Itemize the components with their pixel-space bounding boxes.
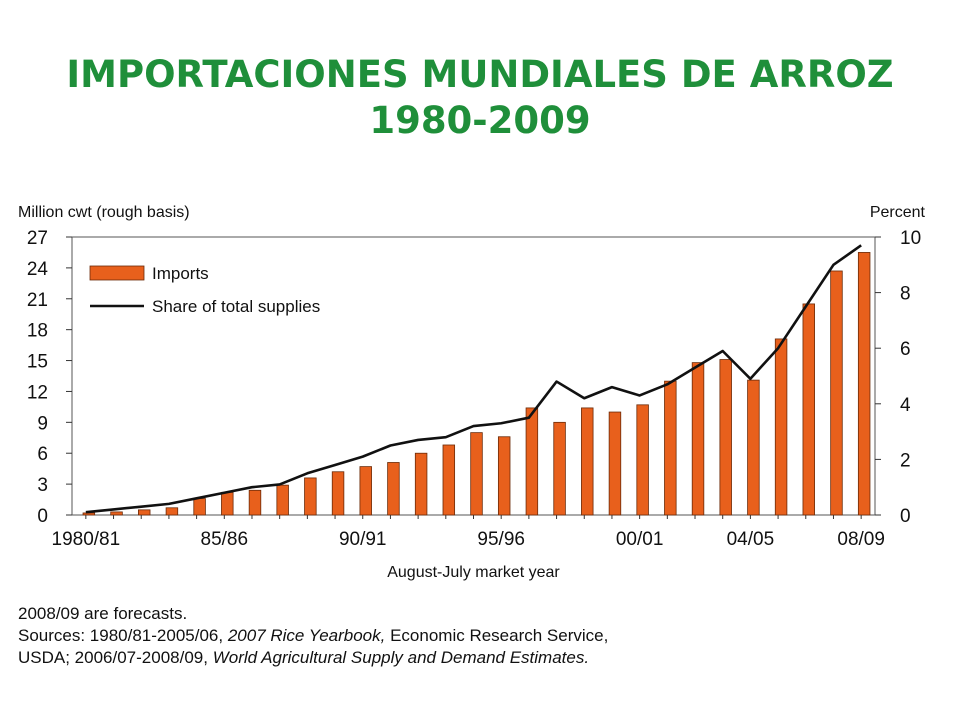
chart-notes: 2008/09 are forecasts. Sources: 1980/81-…	[18, 603, 938, 669]
import-bar	[331, 471, 345, 516]
import-bar	[857, 252, 871, 516]
import-bar	[276, 484, 289, 516]
import-bar	[221, 491, 234, 516]
left-tick-label: 27	[27, 228, 48, 249]
import-bar	[802, 303, 815, 516]
import-bar	[165, 507, 179, 516]
x-tick-label: 90/91	[339, 529, 387, 550]
x-axis-title: August-July market year	[387, 564, 560, 581]
import-bar	[387, 462, 400, 516]
import-bar	[664, 380, 677, 516]
import-bar	[581, 407, 594, 516]
left-tick-label: 24	[27, 259, 49, 280]
import-bar	[442, 444, 456, 516]
sources-usda: USDA; 2006/07-2008/09,	[18, 648, 213, 667]
import-bar	[304, 477, 317, 516]
left-tick-label: 18	[27, 321, 48, 342]
right-tick-label: 2	[900, 450, 911, 471]
left-tick-label: 15	[27, 352, 48, 373]
import-bar	[414, 452, 428, 516]
forecast-note: 2008/09 are forecasts.	[18, 604, 188, 623]
import-bar	[830, 270, 843, 516]
right-tick-label: 10	[900, 228, 921, 249]
sources-line-1: Sources: 1980/81-2005/06, 2007 Rice Year…	[18, 625, 938, 647]
import-bar	[110, 511, 123, 516]
left-tick-label: 9	[37, 413, 48, 434]
import-bar	[248, 489, 262, 516]
left-tick-label: 21	[27, 290, 48, 311]
right-tick-label: 4	[900, 395, 911, 416]
import-bar	[193, 498, 206, 516]
left-axis-title: Million cwt (rough basis)	[18, 204, 190, 221]
right-tick-label: 8	[900, 284, 911, 305]
x-tick-label: 08/09	[837, 529, 885, 550]
import-bar	[636, 404, 649, 516]
x-tick-label: 85/86	[201, 529, 249, 550]
import-bar	[553, 421, 566, 516]
left-tick-label: 0	[37, 506, 48, 527]
legend-imports-swatch	[89, 265, 145, 281]
import-bar	[497, 436, 511, 516]
import-bar	[608, 411, 622, 516]
right-tick-label: 6	[900, 339, 911, 360]
sources-ers: Economic Research Service,	[385, 626, 609, 645]
import-bar	[138, 509, 151, 516]
import-bar	[470, 432, 483, 516]
sources-yearbook: 2007 Rice Yearbook,	[227, 626, 386, 645]
import-bar	[359, 466, 372, 516]
left-tick-label: 6	[37, 444, 48, 465]
import-bar	[82, 512, 96, 516]
sources-line-2: USDA; 2006/07-2008/09, World Agricultura…	[18, 647, 938, 669]
import-bar	[774, 338, 788, 516]
rice-imports-chart: Million cwt (rough basis) Percent 0 3 6 9 12 15…	[18, 204, 926, 581]
x-tick-label: 1980/81	[52, 529, 121, 550]
sources-wasde: World Agricultural Supply and Demand Est…	[212, 648, 590, 667]
import-bar	[719, 359, 732, 516]
legend-share-label: Share of total supplies	[152, 297, 320, 316]
right-axis-title: Percent	[870, 204, 926, 221]
x-tick-label: 95/96	[477, 529, 525, 550]
legend-imports-label: Imports	[152, 264, 209, 283]
page-title: IMPORTACIONES MUNDIALES DE ARROZ 1980-20…	[0, 52, 960, 144]
import-bar	[525, 407, 539, 516]
import-bar	[691, 362, 705, 516]
title-line-1: IMPORTACIONES MUNDIALES DE ARROZ	[66, 53, 894, 96]
left-tick-label: 3	[37, 475, 48, 496]
left-tick-label: 12	[27, 382, 48, 403]
title-line-2: 1980-2009	[369, 99, 591, 142]
x-tick-label: 04/05	[727, 529, 775, 550]
right-tick-label: 0	[900, 506, 911, 527]
share-line	[85, 244, 862, 514]
import-bar	[747, 379, 760, 516]
x-tick-label: 00/01	[616, 529, 664, 550]
sources-text: Sources: 1980/81-2005/06,	[18, 626, 228, 645]
